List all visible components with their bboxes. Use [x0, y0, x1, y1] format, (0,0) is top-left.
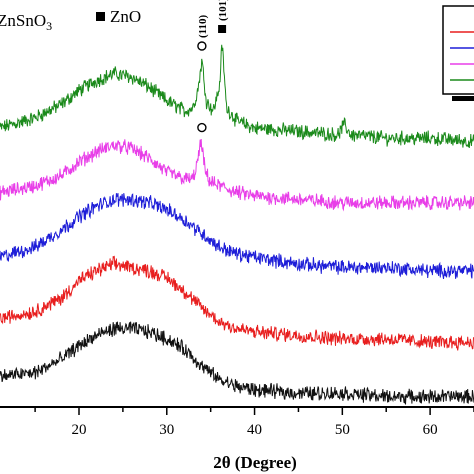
peak-markers: (110) (101): [197, 0, 229, 133]
x-tick-label: 60: [423, 422, 438, 438]
phase-legend: ZnSnO3 ZnO: [0, 7, 141, 33]
x-tick-label: 50: [335, 422, 350, 438]
znsno3-peak-circle-icon: [197, 122, 207, 133]
phase-legend-znsno3: ZnSnO3: [0, 11, 52, 33]
peak-label: (101): [217, 0, 229, 21]
series-line-4: [0, 321, 474, 405]
peak-label: (110): [197, 14, 209, 38]
series-line-1: [0, 138, 474, 212]
x-tick-label: 20: [72, 422, 87, 438]
x-tick-label: 30: [159, 422, 174, 438]
phase-legend-zno: ZnO: [110, 7, 141, 26]
series-line-2: [0, 192, 474, 279]
x-axis-title: 2θ (Degree): [213, 453, 297, 472]
zno-square-icon: [96, 12, 105, 21]
inset-legend-swatch: [452, 96, 474, 101]
series-line-3: [0, 255, 474, 351]
zno-peak-square-icon: [218, 25, 227, 33]
znsno3-peak-circle-icon: [197, 41, 207, 51]
series-layer: [0, 44, 474, 405]
x-axis: 20 30 40 50 60: [0, 406, 474, 438]
series-line-0: [0, 44, 474, 149]
x-tick-label: 40: [247, 422, 262, 438]
inset-legend: [442, 5, 474, 101]
